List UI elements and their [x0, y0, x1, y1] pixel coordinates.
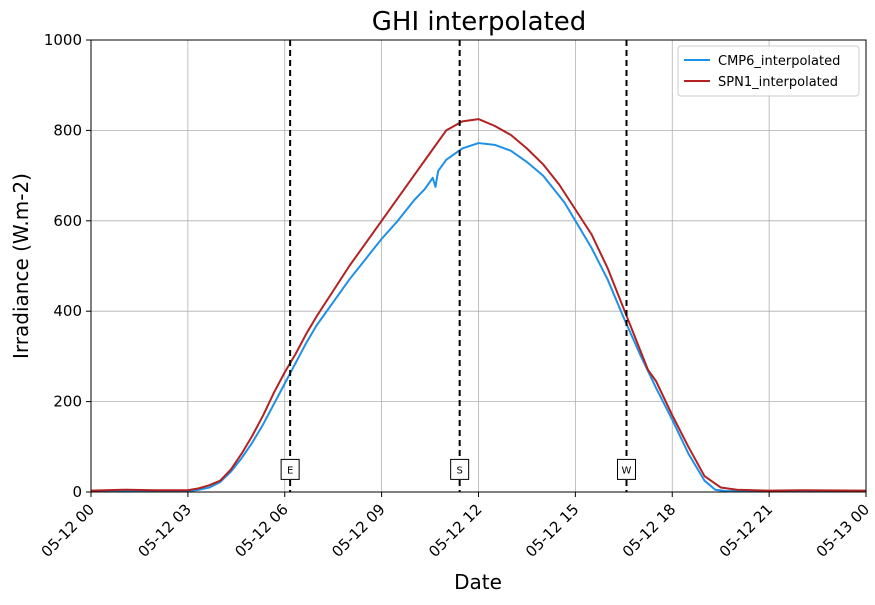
annotation-box-s	[450, 458, 470, 480]
annotation-box-e	[280, 458, 300, 480]
x-tick-label: 05-12 12	[425, 500, 485, 560]
x-tick-label: 05-12 09	[328, 500, 388, 560]
annotation-label-w: W	[622, 465, 632, 476]
x-tick-label: 05-12 06	[231, 500, 291, 560]
legend-box	[677, 45, 860, 97]
grid-lines	[90, 39, 867, 493]
x-tick-label: 05-12 18	[619, 500, 679, 560]
x-tick-label: 05-12 00	[38, 500, 98, 560]
y-tick-label: 0	[72, 483, 82, 501]
legend-entry: CMP6_interpolated	[718, 54, 840, 69]
legend-entry: SPN1_interpolated	[718, 75, 838, 90]
annotation-label-e: E	[287, 465, 293, 476]
series-layer	[90, 118, 867, 493]
y-tick-label: 1000	[44, 31, 82, 49]
y-tick-label: 800	[53, 121, 82, 139]
x-axis-label: Date	[454, 570, 502, 594]
annotation-box-w	[617, 458, 637, 480]
series-line-spn1	[90, 118, 867, 492]
y-axis-label: Irradiance (W.m-2)	[9, 173, 33, 359]
x-tick-label: 05-13 00	[813, 500, 873, 560]
x-tick-label: 05-12 03	[135, 500, 195, 560]
y-tick-label: 600	[53, 212, 82, 230]
legend: CMP6_interpolated SPN1_interpolated	[677, 45, 860, 97]
chart-title: GHI interpolated	[372, 7, 586, 37]
axis-ticks: 05-12 00 05-12 03 05-12 06 05-12 09 05-12 12…	[38, 31, 873, 561]
y-tick-label: 400	[53, 302, 82, 320]
x-tick-label: 05-12 15	[522, 500, 582, 560]
series-line-cmp6	[91, 142, 866, 493]
annotation-label-s: S	[456, 465, 462, 476]
x-tick-label: 05-12 21	[716, 500, 776, 560]
y-tick-label: 200	[53, 393, 82, 411]
